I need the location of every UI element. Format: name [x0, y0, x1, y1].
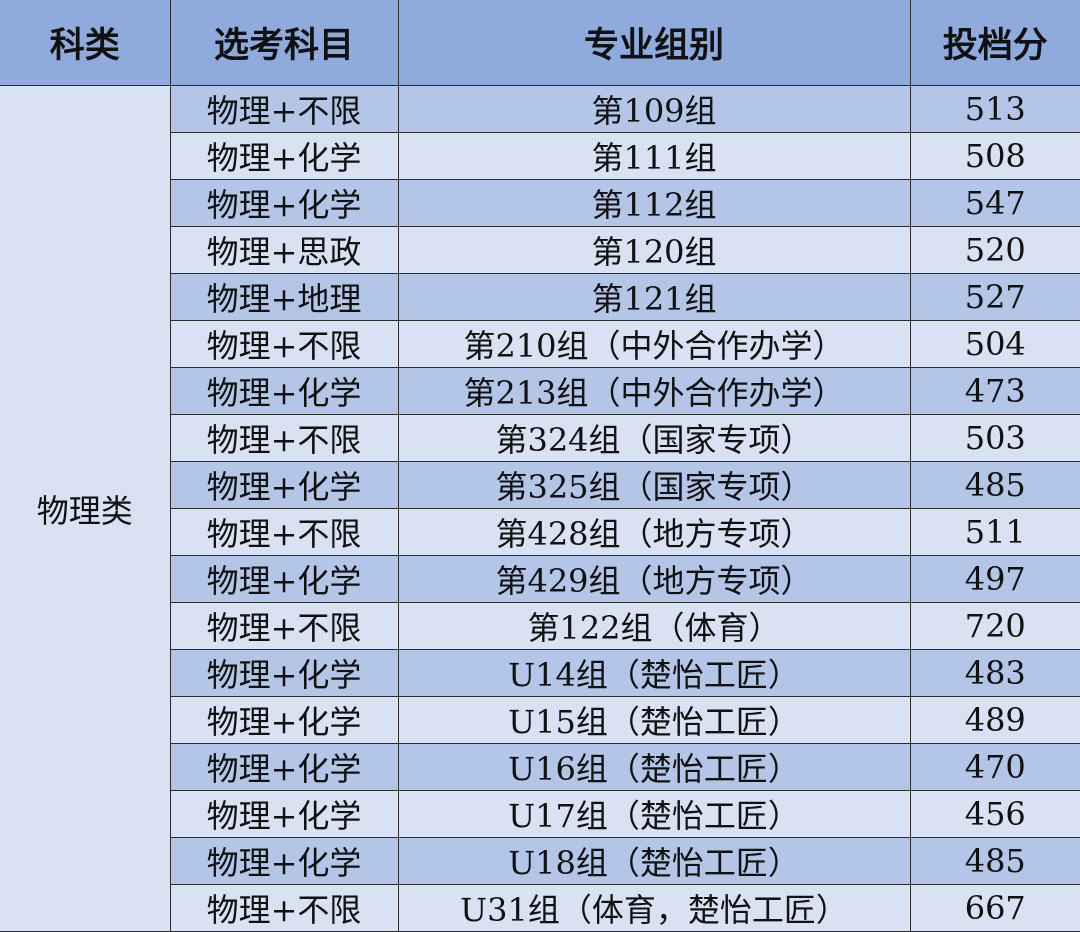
score-cell: 485: [909, 461, 1080, 509]
subjects-cell: 物理+化学: [170, 555, 399, 603]
score-cell: 456: [909, 790, 1080, 838]
table-row: 物理+化学 第112组 547: [0, 179, 1080, 227]
group-cell: U15组（楚怡工匠）: [397, 696, 911, 744]
table-row: 物理+化学 U15组（楚怡工匠） 489: [0, 696, 1080, 744]
score-cell: 547: [909, 179, 1080, 227]
table-row: 物理+化学 U18组（楚怡工匠） 485: [0, 837, 1080, 885]
subjects-cell: 物理+不限: [170, 884, 399, 932]
subjects-cell: 物理+化学: [170, 649, 399, 697]
subjects-cell: 物理+化学: [170, 367, 399, 415]
score-cell: 511: [909, 508, 1080, 556]
group-cell: 第324组（国家专项）: [397, 414, 911, 462]
group-cell: 第213组（中外合作办学）: [397, 367, 911, 415]
group-cell: 第210组（中外合作办学）: [397, 320, 911, 368]
score-cell: 667: [909, 884, 1080, 932]
subjects-cell: 物理+不限: [170, 414, 399, 462]
subjects-cell: 物理+化学: [170, 461, 399, 509]
score-cell: 483: [909, 649, 1080, 697]
subjects-cell: 物理+化学: [170, 132, 399, 180]
score-cell: 497: [909, 555, 1080, 603]
group-cell: 第112组: [397, 179, 911, 227]
score-cell: 508: [909, 132, 1080, 180]
subjects-cell: 物理+不限: [170, 320, 399, 368]
group-cell: 第111组: [397, 132, 911, 180]
subjects-cell: 物理+地理: [170, 273, 399, 321]
subjects-cell: 物理+化学: [170, 743, 399, 791]
subjects-cell: 物理+化学: [170, 179, 399, 227]
group-cell: 第429组（地方专项）: [397, 555, 911, 603]
group-cell: U18组（楚怡工匠）: [397, 837, 911, 885]
table-row: 物理类 物理+不限 第109组 513: [0, 85, 1080, 932]
group-cell: 第120组: [397, 226, 911, 274]
table-row: 物理+不限 第324组（国家专项） 503: [0, 414, 1080, 462]
score-cell: 473: [909, 367, 1080, 415]
header-score: 投档分: [909, 0, 1080, 86]
group-cell: U17组（楚怡工匠）: [397, 790, 911, 838]
table-row: 物理+化学 第213组（中外合作办学） 473: [0, 367, 1080, 415]
group-cell: U31组（体育，楚怡工匠）: [397, 884, 911, 932]
score-cell: 527: [909, 273, 1080, 321]
subjects-cell: 物理+化学: [170, 696, 399, 744]
score-cell: 503: [909, 414, 1080, 462]
group-cell: 第122组（体育）: [397, 602, 911, 650]
table-row: 物理+化学 第325组（国家专项） 485: [0, 461, 1080, 509]
table-row: 物理+不限 第210组（中外合作办学） 504: [0, 320, 1080, 368]
subjects-cell: 物理+不限: [170, 602, 399, 650]
table-row: 物理+化学 第429组（地方专项） 497: [0, 555, 1080, 603]
group-cell: 第325组（国家专项）: [397, 461, 911, 509]
score-cell: 489: [909, 696, 1080, 744]
group-cell: 第109组: [397, 85, 911, 133]
table-row: 物理+化学 U17组（楚怡工匠） 456: [0, 790, 1080, 838]
subjects-cell: 物理+化学: [170, 837, 399, 885]
header-row: 科类 选考科目 专业组别 投档分: [0, 0, 1080, 86]
score-cell: 504: [909, 320, 1080, 368]
table-row: 物理+不限 第428组（地方专项） 511: [0, 508, 1080, 556]
header-category: 科类: [0, 0, 171, 86]
group-cell: U14组（楚怡工匠）: [397, 649, 911, 697]
header-group: 专业组别: [397, 0, 911, 86]
subjects-cell: 物理+思政: [170, 226, 399, 274]
score-cell: 513: [909, 85, 1080, 133]
subjects-cell: 物理+不限: [169, 85, 399, 133]
header-subjects: 选考科目: [169, 0, 399, 86]
group-cell: U16组（楚怡工匠）: [397, 743, 911, 791]
group-cell: 第428组（地方专项）: [397, 508, 911, 556]
table-row: 物理+不限 第122组（体育） 720: [0, 602, 1080, 650]
score-cell: 470: [909, 743, 1080, 791]
table-row: 物理+化学 U16组（楚怡工匠） 470: [0, 743, 1080, 791]
subjects-cell: 物理+不限: [170, 508, 399, 556]
category-cell: 物理类: [0, 85, 171, 932]
score-cell: 485: [909, 837, 1080, 885]
group-cell: 第121组: [397, 273, 911, 321]
score-cell: 520: [909, 226, 1080, 274]
score-cell: 720: [909, 602, 1080, 650]
subjects-cell: 物理+化学: [170, 790, 399, 838]
